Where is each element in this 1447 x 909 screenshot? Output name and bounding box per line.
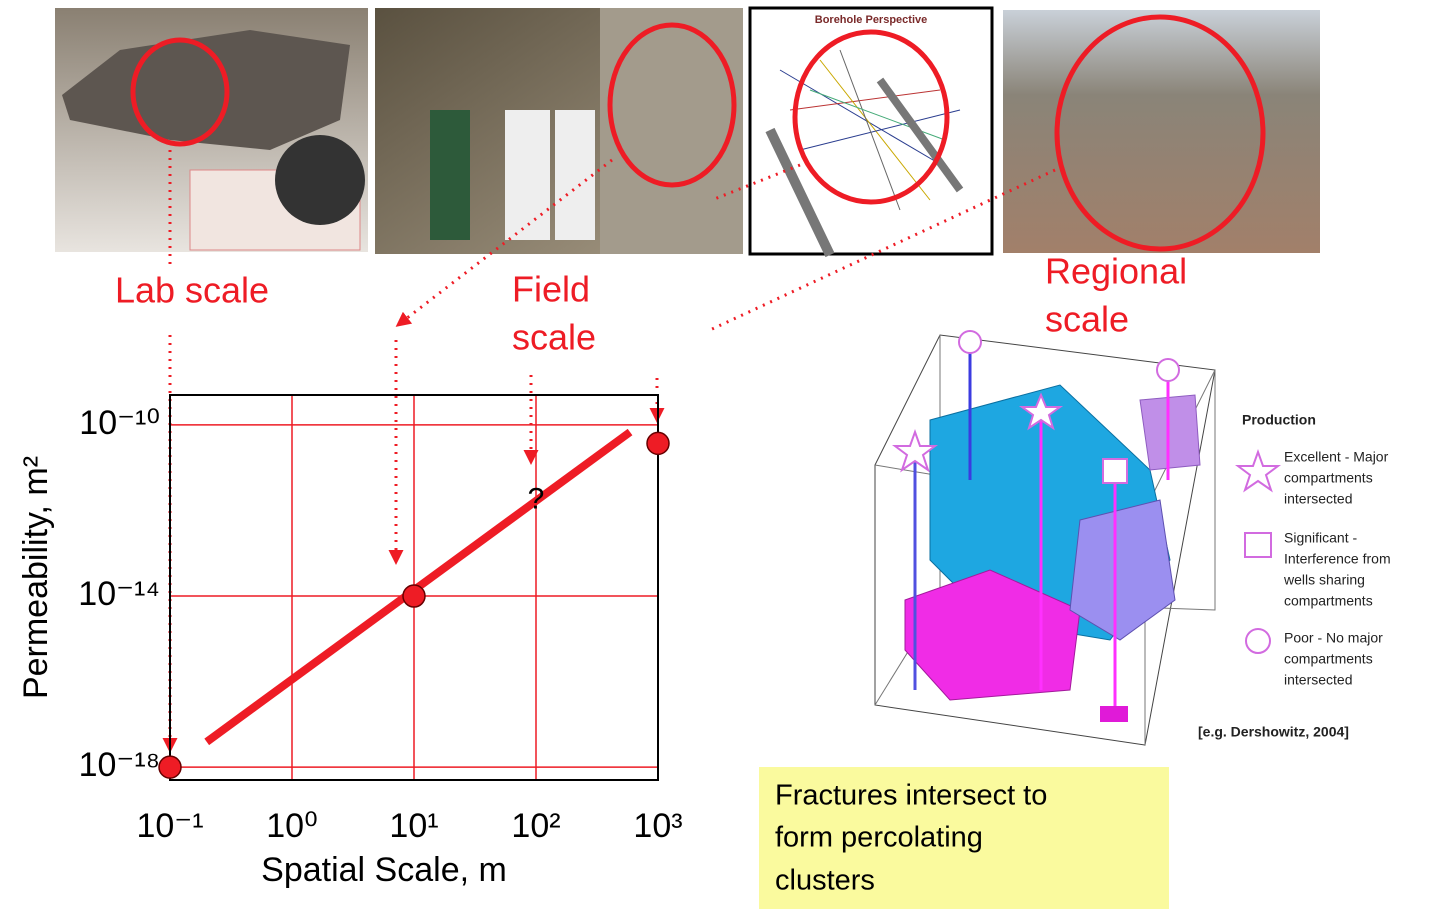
photo-borehole (750, 8, 992, 254)
legend-symbol (1238, 452, 1278, 490)
legend-text: compartments (1284, 593, 1373, 609)
legend-symbol (1246, 629, 1270, 653)
annotation: ? (528, 483, 545, 516)
y-tick-label: 10⁻¹⁴ (78, 575, 160, 613)
rock-wall (600, 8, 743, 254)
legend-text: intersected (1284, 491, 1352, 507)
legend-title: Production (1242, 412, 1316, 428)
legend-text: Excellent - Major (1284, 449, 1389, 465)
legend-text: Significant - (1284, 530, 1357, 546)
x-tick-label: 10³ (633, 807, 682, 845)
scale-label: scale (512, 317, 596, 358)
slide: Borehole Perspective Lab scale Field sca… (0, 0, 1447, 909)
legend-symbol (1245, 533, 1271, 557)
point (159, 756, 181, 778)
legend: Production Excellent - Major compartment… (1238, 412, 1391, 688)
x-tick-label: 10⁻¹ (136, 807, 203, 845)
note-text: form percolating (775, 822, 983, 854)
legend-text: intersected (1284, 672, 1352, 688)
worker (505, 110, 550, 240)
photo-regional (1003, 10, 1320, 253)
scale-label: scale (1045, 299, 1129, 340)
note-text: Fractures intersect to (775, 780, 1047, 812)
compass (275, 135, 365, 225)
y-tick-label: 10⁻¹⁸ (79, 746, 160, 784)
legend-text: Interference from (1284, 551, 1391, 567)
citation: [e.g. Dershowitz, 2004] (1198, 724, 1349, 740)
point (403, 585, 425, 607)
point (647, 432, 669, 454)
legend-text: Poor - No major (1284, 630, 1383, 646)
legend-text: compartments (1284, 651, 1373, 667)
worker (555, 110, 595, 240)
scale-label: Regional (1045, 251, 1187, 292)
fracture-cube (875, 331, 1215, 745)
scale-label: Lab scale (115, 270, 269, 311)
y-axis-label: Permeability, m² (17, 456, 55, 699)
photos: Borehole Perspective (55, 8, 1320, 255)
worker (430, 110, 470, 240)
x-tick-label: 10² (511, 807, 560, 845)
x-tick-label: 10⁰ (266, 807, 317, 845)
y-tick-label: 10⁻¹⁰ (79, 404, 160, 442)
x-tick-label: 10¹ (389, 807, 438, 845)
note-text: clusters (775, 865, 875, 897)
legend-text: wells sharing (1283, 572, 1365, 588)
image-title: Borehole Perspective (815, 14, 928, 26)
x-axis-label: Spatial Scale, m (261, 851, 507, 889)
legend-text: compartments (1284, 470, 1373, 486)
scale-label: Field (512, 269, 590, 310)
